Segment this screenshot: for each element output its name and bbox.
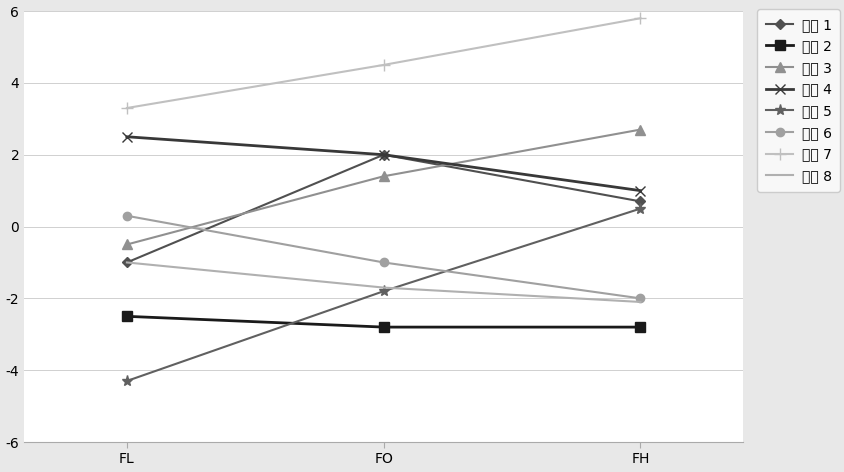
Line: 通道 2: 通道 2 <box>122 312 645 332</box>
通道 5 <box>378 288 388 294</box>
通道 3 <box>635 127 645 133</box>
通道 1 <box>122 260 132 265</box>
通道 1 <box>378 152 388 158</box>
Line: 通道 7: 通道 7 <box>121 12 646 114</box>
通道 8 <box>635 299 645 305</box>
Line: 通道 8: 通道 8 <box>127 262 640 302</box>
通道 1 <box>635 199 645 204</box>
通道 4 <box>122 134 132 140</box>
通道 7 <box>378 62 388 68</box>
Line: 通道 6: 通道 6 <box>122 211 644 303</box>
通道 2 <box>635 324 645 330</box>
通道 7 <box>635 16 645 21</box>
Line: 通道 3: 通道 3 <box>122 125 645 249</box>
通道 2 <box>378 324 388 330</box>
通道 7 <box>122 105 132 111</box>
通道 4 <box>635 188 645 194</box>
通道 8 <box>122 260 132 265</box>
通道 8 <box>378 285 388 290</box>
通道 6 <box>378 260 388 265</box>
通道 6 <box>635 295 645 301</box>
通道 5 <box>122 378 132 384</box>
Line: 通道 4: 通道 4 <box>122 132 645 195</box>
Line: 通道 1: 通道 1 <box>123 151 643 266</box>
通道 2 <box>122 313 132 319</box>
通道 4 <box>378 152 388 158</box>
通道 5 <box>635 206 645 211</box>
通道 3 <box>122 242 132 247</box>
Legend: 通道 1, 通道 2, 通道 3, 通道 4, 通道 5, 通道 6, 通道 7, 通道 8: 通道 1, 通道 2, 通道 3, 通道 4, 通道 5, 通道 6, 通道 7… <box>756 9 839 192</box>
通道 6 <box>122 213 132 219</box>
Line: 通道 5: 通道 5 <box>122 203 646 387</box>
通道 3 <box>378 173 388 179</box>
